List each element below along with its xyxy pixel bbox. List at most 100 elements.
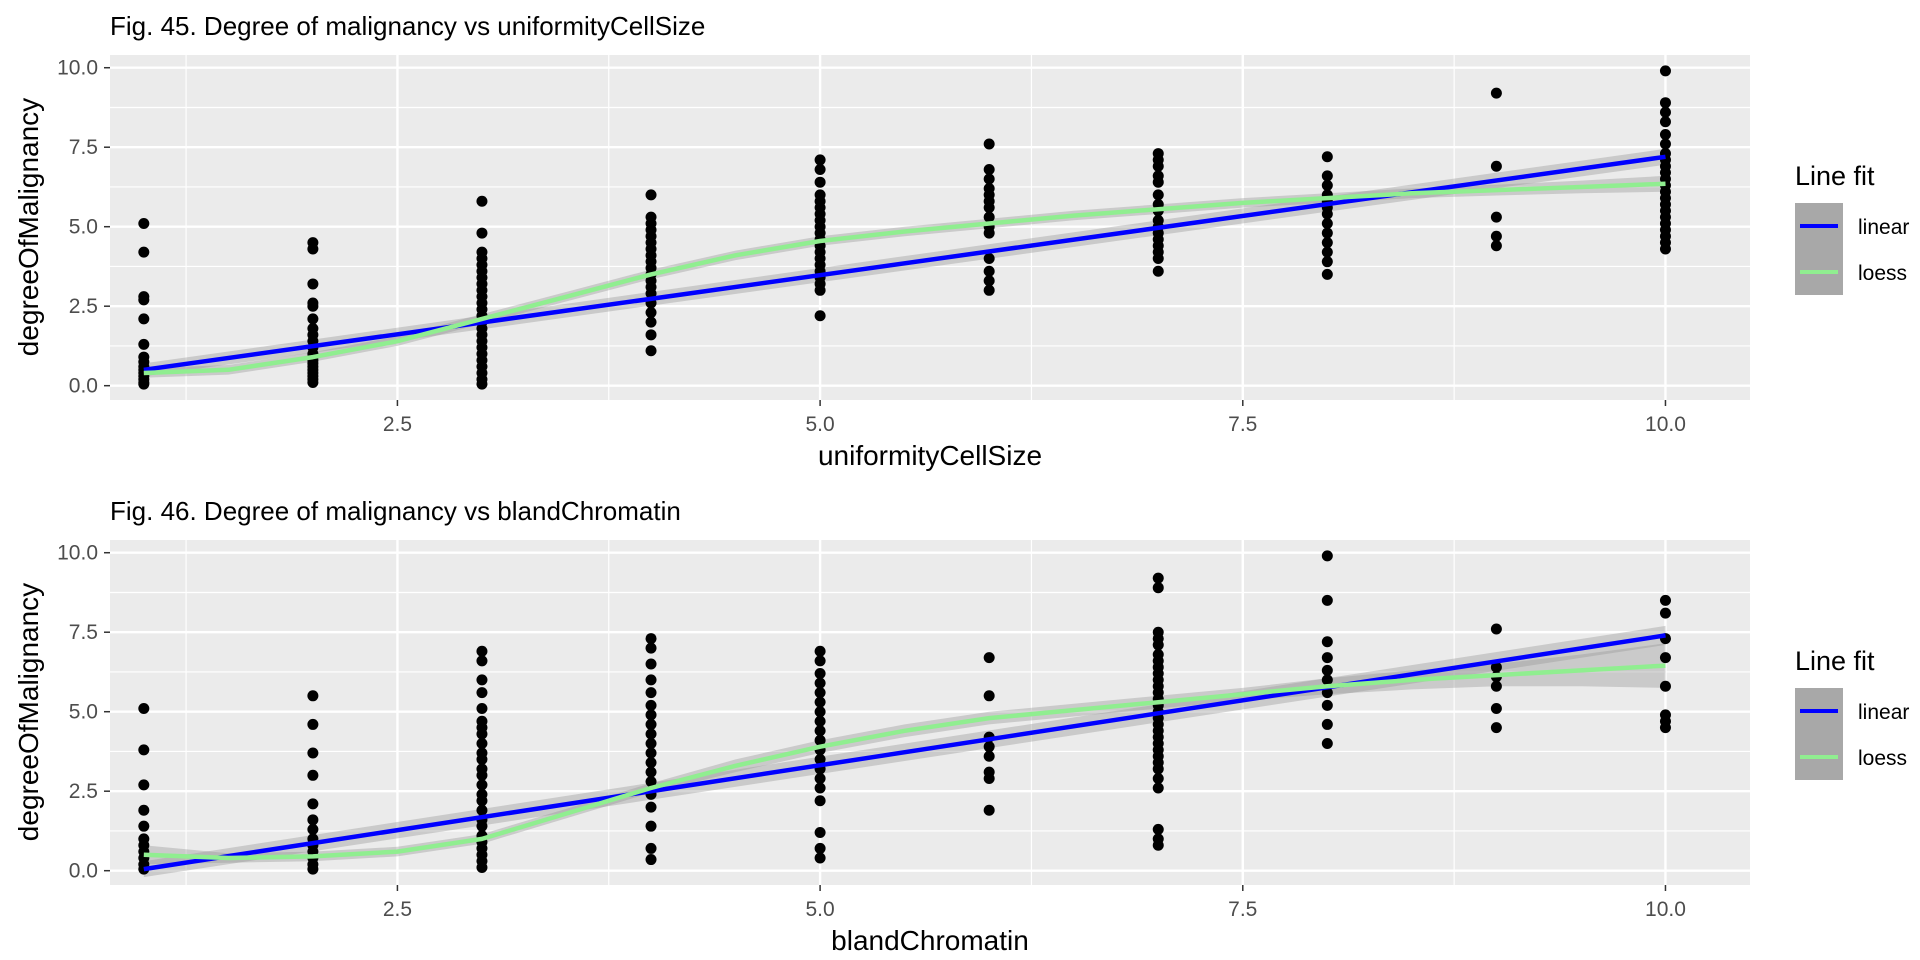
data-point xyxy=(983,138,995,150)
data-point xyxy=(814,772,826,784)
x-tick-label: 5.0 xyxy=(806,413,835,436)
data-point xyxy=(138,703,150,715)
data-point xyxy=(1321,664,1333,676)
data-point xyxy=(814,284,826,296)
data-point xyxy=(1490,680,1502,692)
data-point xyxy=(476,795,488,807)
data-point xyxy=(1659,65,1671,77)
data-point xyxy=(1321,594,1333,606)
data-point xyxy=(814,715,826,727)
data-point xyxy=(1490,87,1502,99)
data-point xyxy=(983,211,995,223)
data-point xyxy=(1659,722,1671,734)
data-point xyxy=(138,779,150,791)
data-point xyxy=(814,734,826,746)
data-point xyxy=(307,377,319,389)
x-tick-label: 2.5 xyxy=(383,413,412,436)
data-point xyxy=(645,658,657,670)
data-point xyxy=(983,163,995,175)
data-point xyxy=(138,313,150,325)
fit-lines xyxy=(143,154,1666,376)
data-point xyxy=(983,284,995,296)
data-point xyxy=(645,674,657,686)
data-point xyxy=(1152,582,1164,594)
data-point xyxy=(1321,151,1333,163)
data-point xyxy=(645,801,657,813)
fit-line-linear xyxy=(143,633,1666,872)
data-point xyxy=(814,310,826,322)
data-point xyxy=(138,804,150,816)
data-point xyxy=(1321,738,1333,750)
data-point xyxy=(1659,106,1671,118)
x-tick-label: 7.5 xyxy=(1228,413,1257,436)
data-point xyxy=(476,728,488,740)
data-point xyxy=(307,313,319,325)
data-point xyxy=(1490,211,1502,223)
data-point xyxy=(1321,237,1333,249)
data-point xyxy=(814,827,826,839)
x-tick-label: 10.0 xyxy=(1645,898,1686,921)
data-point xyxy=(1490,722,1502,734)
data-point xyxy=(1152,772,1164,784)
x-tick-label: 5.0 xyxy=(806,898,835,921)
data-point xyxy=(1321,550,1333,562)
legend-title: Line fit xyxy=(1795,161,1875,191)
data-point xyxy=(307,243,319,255)
legend-title: Line fit xyxy=(1795,646,1875,676)
y-axis-title: degreeOfMalignancy xyxy=(13,98,44,356)
y-tick-label: 10.0 xyxy=(57,57,98,80)
data-point xyxy=(1152,265,1164,277)
data-point xyxy=(983,253,995,265)
fit-line-loess xyxy=(143,663,1666,861)
x-tick-label: 10.0 xyxy=(1645,413,1686,436)
x-axis-title: blandChromatin xyxy=(831,925,1029,956)
data-point xyxy=(983,804,995,816)
data-point xyxy=(814,687,826,699)
data-point xyxy=(814,795,826,807)
y-axis-ticks: 0.0 2.5 5.0 7.5 10.0 xyxy=(57,542,110,883)
data-point xyxy=(814,782,826,794)
x-axis-ticks: 2.5 5.0 7.5 10.0 xyxy=(383,885,1686,921)
y-tick-label: 0.0 xyxy=(69,375,98,398)
data-point xyxy=(814,677,826,689)
data-point xyxy=(814,163,826,175)
legend-label-linear: linear xyxy=(1858,701,1909,724)
legend-label-loess: loess xyxy=(1858,262,1907,285)
data-point xyxy=(307,747,319,759)
data-point xyxy=(1490,230,1502,242)
data-point xyxy=(645,854,657,866)
data-point xyxy=(983,772,995,784)
data-point xyxy=(645,189,657,201)
data-point xyxy=(1659,138,1671,150)
data-point xyxy=(645,329,657,341)
data-point xyxy=(138,820,150,832)
data-point xyxy=(645,738,657,750)
data-point xyxy=(1321,268,1333,280)
data-point xyxy=(983,265,995,277)
data-point xyxy=(1490,661,1502,673)
legend: Line fit linear loess xyxy=(1795,161,1909,295)
data-point xyxy=(814,645,826,657)
data-point xyxy=(1659,594,1671,606)
chart-panel-fig46: Fig. 46. Degree of malignancy vs blandCh… xyxy=(13,496,1909,956)
data-point xyxy=(1321,652,1333,664)
data-point xyxy=(307,798,319,810)
data-point xyxy=(645,757,657,769)
y-tick-label: 5.0 xyxy=(69,216,98,239)
data-point xyxy=(1659,243,1671,255)
data-point xyxy=(476,655,488,667)
data-point xyxy=(1321,674,1333,686)
data-point xyxy=(645,820,657,832)
data-point xyxy=(1659,607,1671,619)
data-point xyxy=(1659,97,1671,109)
data-point xyxy=(645,345,657,357)
data-point xyxy=(476,738,488,750)
data-point xyxy=(983,741,995,753)
y-tick-label: 2.5 xyxy=(69,780,98,803)
y-axis-ticks: 0.0 2.5 5.0 7.5 10.0 xyxy=(57,57,110,398)
data-point xyxy=(1321,227,1333,239)
y-tick-label: 0.0 xyxy=(69,860,98,883)
data-point xyxy=(814,176,826,188)
x-tick-label: 7.5 xyxy=(1228,898,1257,921)
data-point xyxy=(138,218,150,230)
